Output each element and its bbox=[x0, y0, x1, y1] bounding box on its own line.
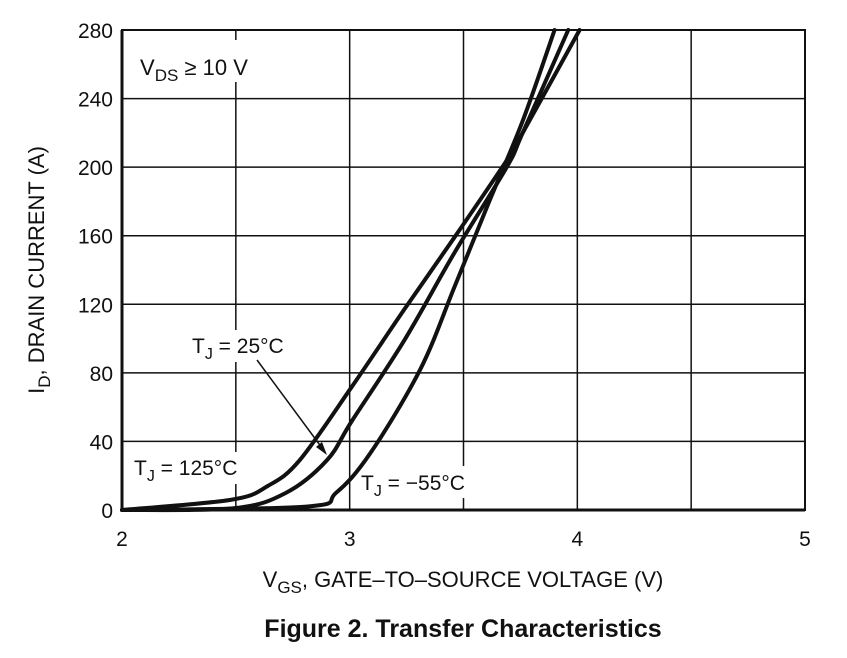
condition-label: VDS ≥ 10 V bbox=[140, 55, 248, 85]
x-tick-label: 4 bbox=[571, 528, 583, 551]
curves bbox=[120, 28, 582, 513]
series-label-25c: TJ = 25°C bbox=[192, 335, 284, 363]
y-tick-label: 280 bbox=[78, 20, 113, 43]
x-tick-label: 5 bbox=[799, 528, 811, 551]
curve-minus55c bbox=[120, 28, 557, 512]
y-tick-label: 40 bbox=[90, 431, 113, 454]
series-label-125c: TJ = 125°C bbox=[134, 457, 237, 485]
y-axis-label: ID, DRAIN CURRENT (A) bbox=[24, 146, 54, 394]
x-tick-label: 2 bbox=[116, 528, 128, 551]
y-tick-label: 160 bbox=[78, 226, 113, 249]
series-label-minus55c: TJ = −55°C bbox=[361, 472, 465, 500]
y-tick-label: 200 bbox=[78, 157, 113, 180]
y-tick-label: 80 bbox=[90, 363, 113, 386]
grid bbox=[121, 29, 806, 511]
label-background bbox=[356, 466, 501, 498]
curve-125c bbox=[120, 28, 582, 512]
y-tick-label: 0 bbox=[101, 500, 113, 523]
curve-25c bbox=[120, 28, 571, 513]
y-tick-label: 120 bbox=[78, 294, 113, 317]
x-axis-label: VGS, GATE–TO–SOURCE VOLTAGE (V) bbox=[263, 567, 664, 597]
figure-title: Figure 2. Transfer Characteristics bbox=[264, 615, 661, 643]
tick-labels: 0 40 80 120 160 200 240 280 2 3 4 5 bbox=[78, 20, 811, 551]
arrow-25c bbox=[256, 359, 327, 455]
label-background bbox=[188, 330, 318, 362]
y-tick-label: 240 bbox=[78, 89, 113, 112]
label-background bbox=[130, 452, 280, 484]
x-tick-label: 3 bbox=[344, 528, 356, 551]
label-background bbox=[136, 40, 276, 82]
